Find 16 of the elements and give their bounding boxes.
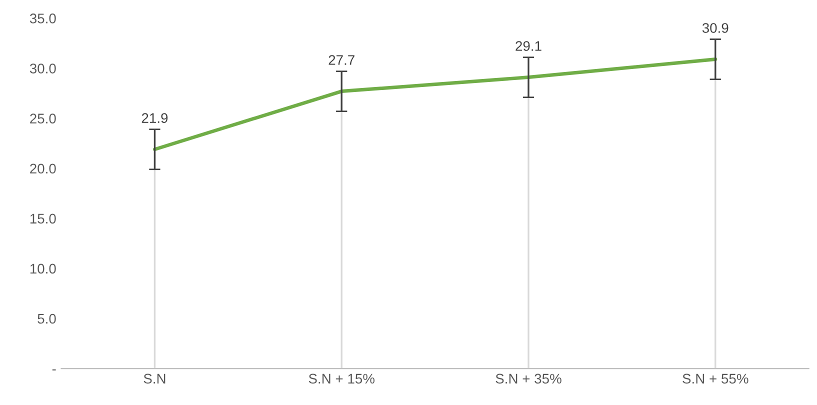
data-label: 30.9: [702, 23, 728, 33]
y-tick-label: 5.0: [38, 314, 56, 324]
x-tick-label: S.N: [144, 374, 166, 384]
x-tick-label: S.N + 15%: [308, 374, 375, 384]
x-tick-label: S.N + 35%: [496, 374, 562, 384]
y-tick-label: 10.0: [30, 264, 56, 274]
x-tick-label: S.N + 55%: [682, 374, 748, 384]
data-label: 27.7: [328, 55, 354, 65]
data-label: 29.1: [516, 41, 542, 51]
y-tick-label: 25.0: [30, 114, 56, 124]
y-tick-label: 30.0: [30, 64, 56, 74]
y-tick-label: -: [52, 369, 56, 370]
y-tick-label: 20.0: [30, 164, 56, 174]
y-tick-label: 35.0: [30, 14, 56, 24]
data-label: 21.9: [142, 113, 168, 123]
y-tick-label: 15.0: [30, 214, 56, 224]
